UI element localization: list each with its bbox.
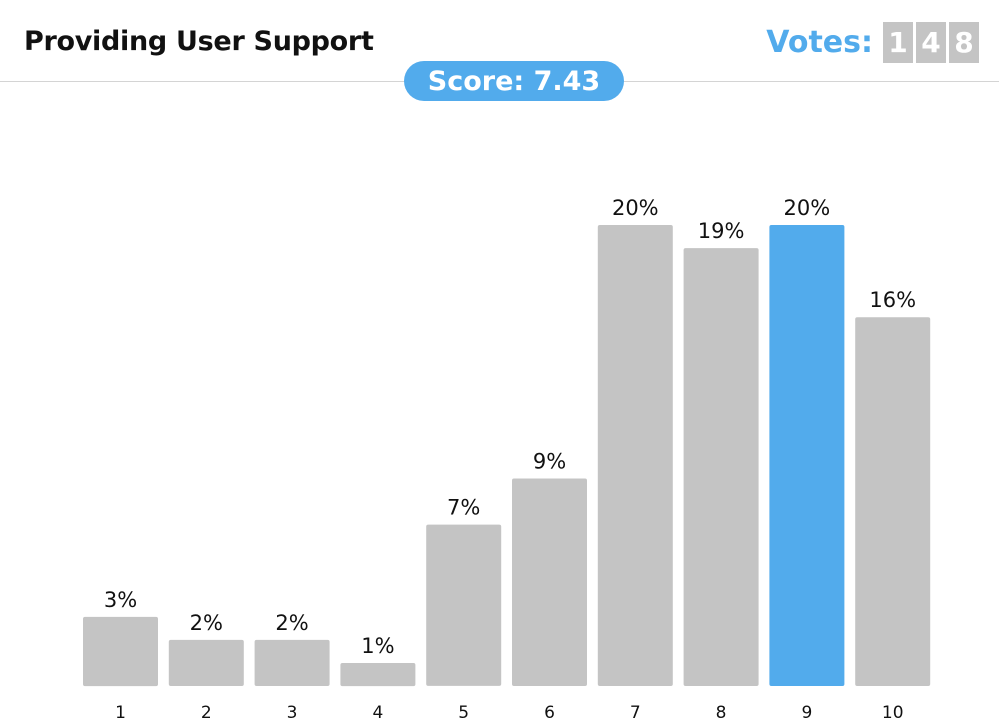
votes-digit: 4	[916, 22, 946, 63]
x-tick-label: 9	[801, 703, 812, 723]
bar-10	[855, 317, 931, 686]
bar-1	[83, 616, 158, 687]
bar-value-label: 3%	[104, 588, 137, 612]
x-tick-label: 4	[372, 703, 383, 723]
bar-6	[512, 478, 587, 686]
x-tick-label: 7	[630, 703, 641, 723]
bar-value-label: 20%	[612, 196, 659, 220]
x-tick-label: 8	[716, 703, 727, 723]
bar-value-label: 2%	[190, 611, 223, 635]
x-tick-label: 6	[544, 703, 555, 723]
bar-value-label: 9%	[533, 450, 566, 474]
votes-digits: 1 4 8	[883, 22, 979, 63]
bar-5	[426, 524, 502, 686]
x-tick-label: 3	[287, 703, 298, 723]
bar-value-label: 2%	[275, 611, 308, 635]
bar-7	[597, 225, 673, 686]
page-title: Providing User Support	[24, 26, 374, 57]
bar-value-label: 1%	[361, 634, 394, 658]
bar-2	[168, 639, 244, 686]
bar-value-label: 19%	[698, 219, 745, 243]
bar-3	[254, 639, 330, 686]
bar-8	[683, 248, 759, 686]
bar-4	[340, 663, 416, 687]
x-tick-label: 5	[458, 703, 469, 723]
votes-counter: Votes: 1 4 8	[766, 22, 979, 63]
votes-label: Votes:	[766, 25, 873, 60]
bar-value-label: 16%	[869, 288, 916, 312]
votes-digit: 8	[949, 22, 979, 63]
score-badge: Score: 7.43	[404, 61, 624, 101]
x-tick-label: 10	[882, 703, 904, 723]
bar-value-label: 20%	[784, 196, 831, 220]
bar-value-label: 7%	[447, 496, 480, 520]
x-tick-label: 2	[201, 703, 212, 723]
votes-digit: 1	[883, 22, 913, 63]
bar-9	[769, 225, 845, 686]
x-tick-label: 1	[115, 703, 126, 723]
